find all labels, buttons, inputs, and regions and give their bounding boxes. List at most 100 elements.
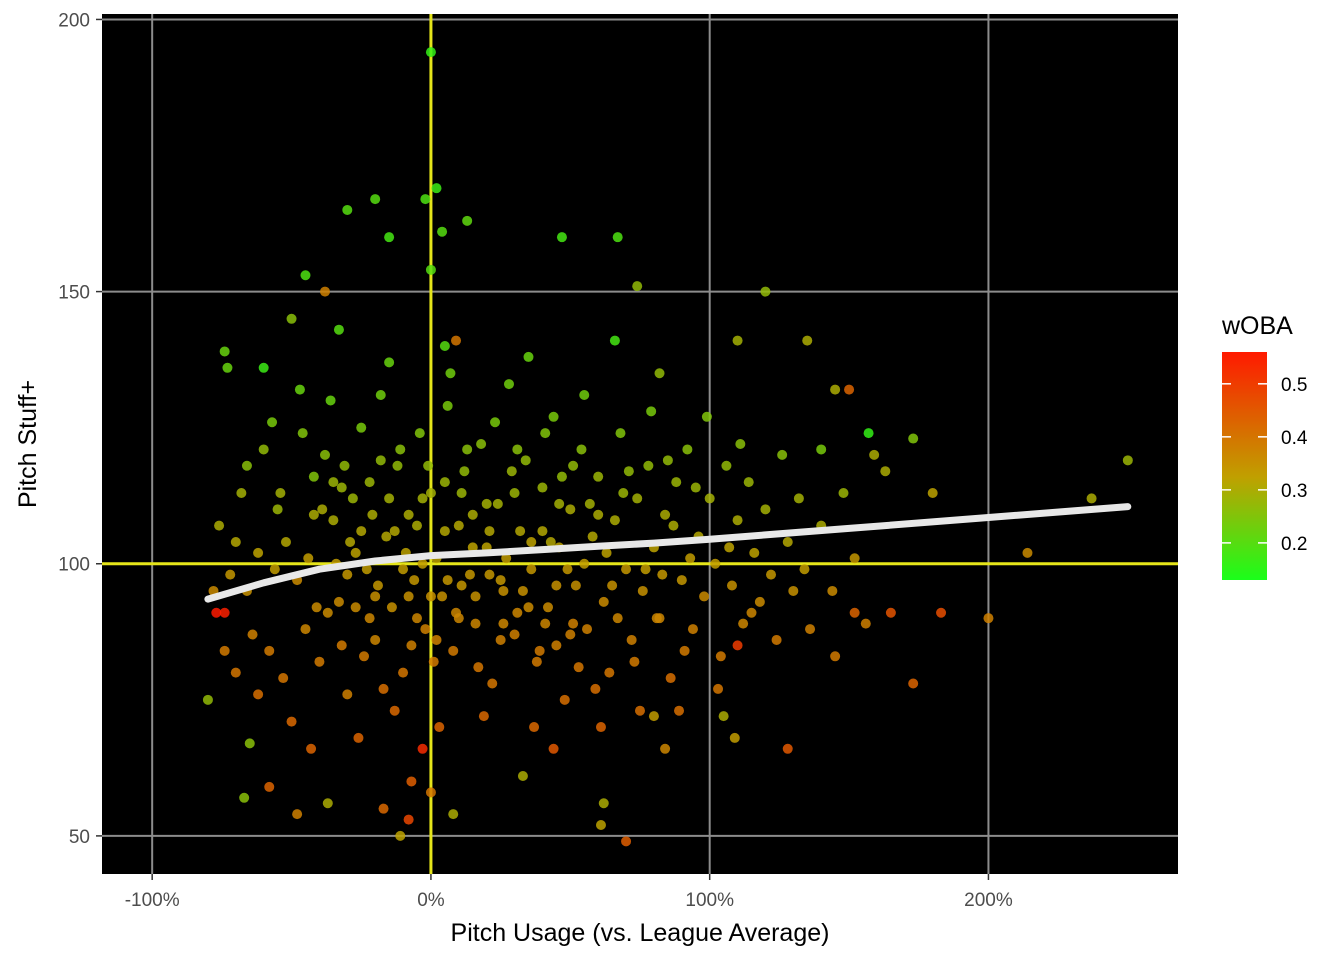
data-point [579,390,590,401]
data-point [495,634,506,645]
data-point [640,564,651,575]
data-point [936,607,947,618]
legend-title: wOBA [1221,312,1293,340]
data-point [439,477,450,488]
data-point [732,335,743,346]
data-point [498,585,509,596]
data-point [587,531,598,542]
data-point [467,542,478,553]
data-point [314,656,325,667]
data-point [425,264,436,275]
data-point [211,607,222,618]
data-point [294,384,305,395]
data-point [621,564,632,575]
data-point [1086,493,1097,504]
data-point [403,591,414,602]
data-point [495,575,506,586]
data-point [665,673,676,684]
data-point [322,607,333,618]
data-point [336,482,347,493]
data-point [573,662,584,673]
data-point [478,711,489,722]
data-point [398,564,409,575]
legend-tick-label: 0.3 [1281,481,1307,502]
data-point [556,232,567,243]
data-point [339,460,350,471]
data-point [565,629,576,640]
plot-panel [102,14,1178,874]
data-point [453,520,464,531]
data-point [615,428,626,439]
data-point [442,400,453,411]
data-point [782,743,793,754]
data-point [699,591,710,602]
data-point [869,449,880,460]
data-point [660,743,671,754]
data-point [534,645,545,656]
data-point [350,602,361,613]
data-point [646,406,657,417]
data-point [612,613,623,624]
data-point [347,493,358,504]
data-point [576,444,587,455]
data-point [726,580,737,591]
data-point [540,428,551,439]
data-point [777,449,788,460]
data-point [439,341,450,352]
data-point [771,634,782,645]
data-point [660,509,671,520]
data-point [520,455,531,466]
data-point [743,477,754,488]
data-point [908,433,919,444]
data-point [517,585,528,596]
data-point [456,580,467,591]
data-point [350,547,361,558]
data-point [816,444,827,455]
color-legend: wOBA 0.2 0.3 0.4 0.5 [1221,312,1308,580]
data-point [509,629,520,640]
data-point [1122,455,1133,466]
data-point [451,335,462,346]
data-point [593,471,604,482]
data-point [384,493,395,504]
data-point [484,569,495,580]
data-point [230,667,241,678]
data-point [300,624,311,635]
data-point [531,656,542,667]
data-point [679,645,690,656]
data-point [565,504,576,515]
data-point [417,558,428,569]
data-point [417,743,428,754]
data-point [595,722,606,733]
data-point [512,607,523,618]
data-point [448,645,459,656]
data-point [473,662,484,673]
data-point [425,787,436,798]
data-point [529,722,540,733]
data-point [788,585,799,596]
data-point [682,444,693,455]
data-point [498,618,509,629]
data-point [732,640,743,651]
data-point [548,743,559,754]
smooth-trend-line [204,503,1132,603]
data-point [908,678,919,689]
data-point [526,536,537,547]
smooth-trend [204,503,1132,603]
data-point [674,705,685,716]
data-point [713,683,724,694]
data-point [372,580,383,591]
data-point [621,836,632,847]
data-point [264,645,275,656]
data-point [370,194,381,205]
data-point [704,493,715,504]
data-point [308,471,319,482]
data-point [425,47,436,58]
data-point [342,689,353,700]
data-point [420,194,431,205]
legend-colorbar [1222,352,1267,580]
legend-tick-label: 0.2 [1281,534,1307,555]
x-tick-label: 200% [964,890,1013,911]
data-point [292,809,303,820]
